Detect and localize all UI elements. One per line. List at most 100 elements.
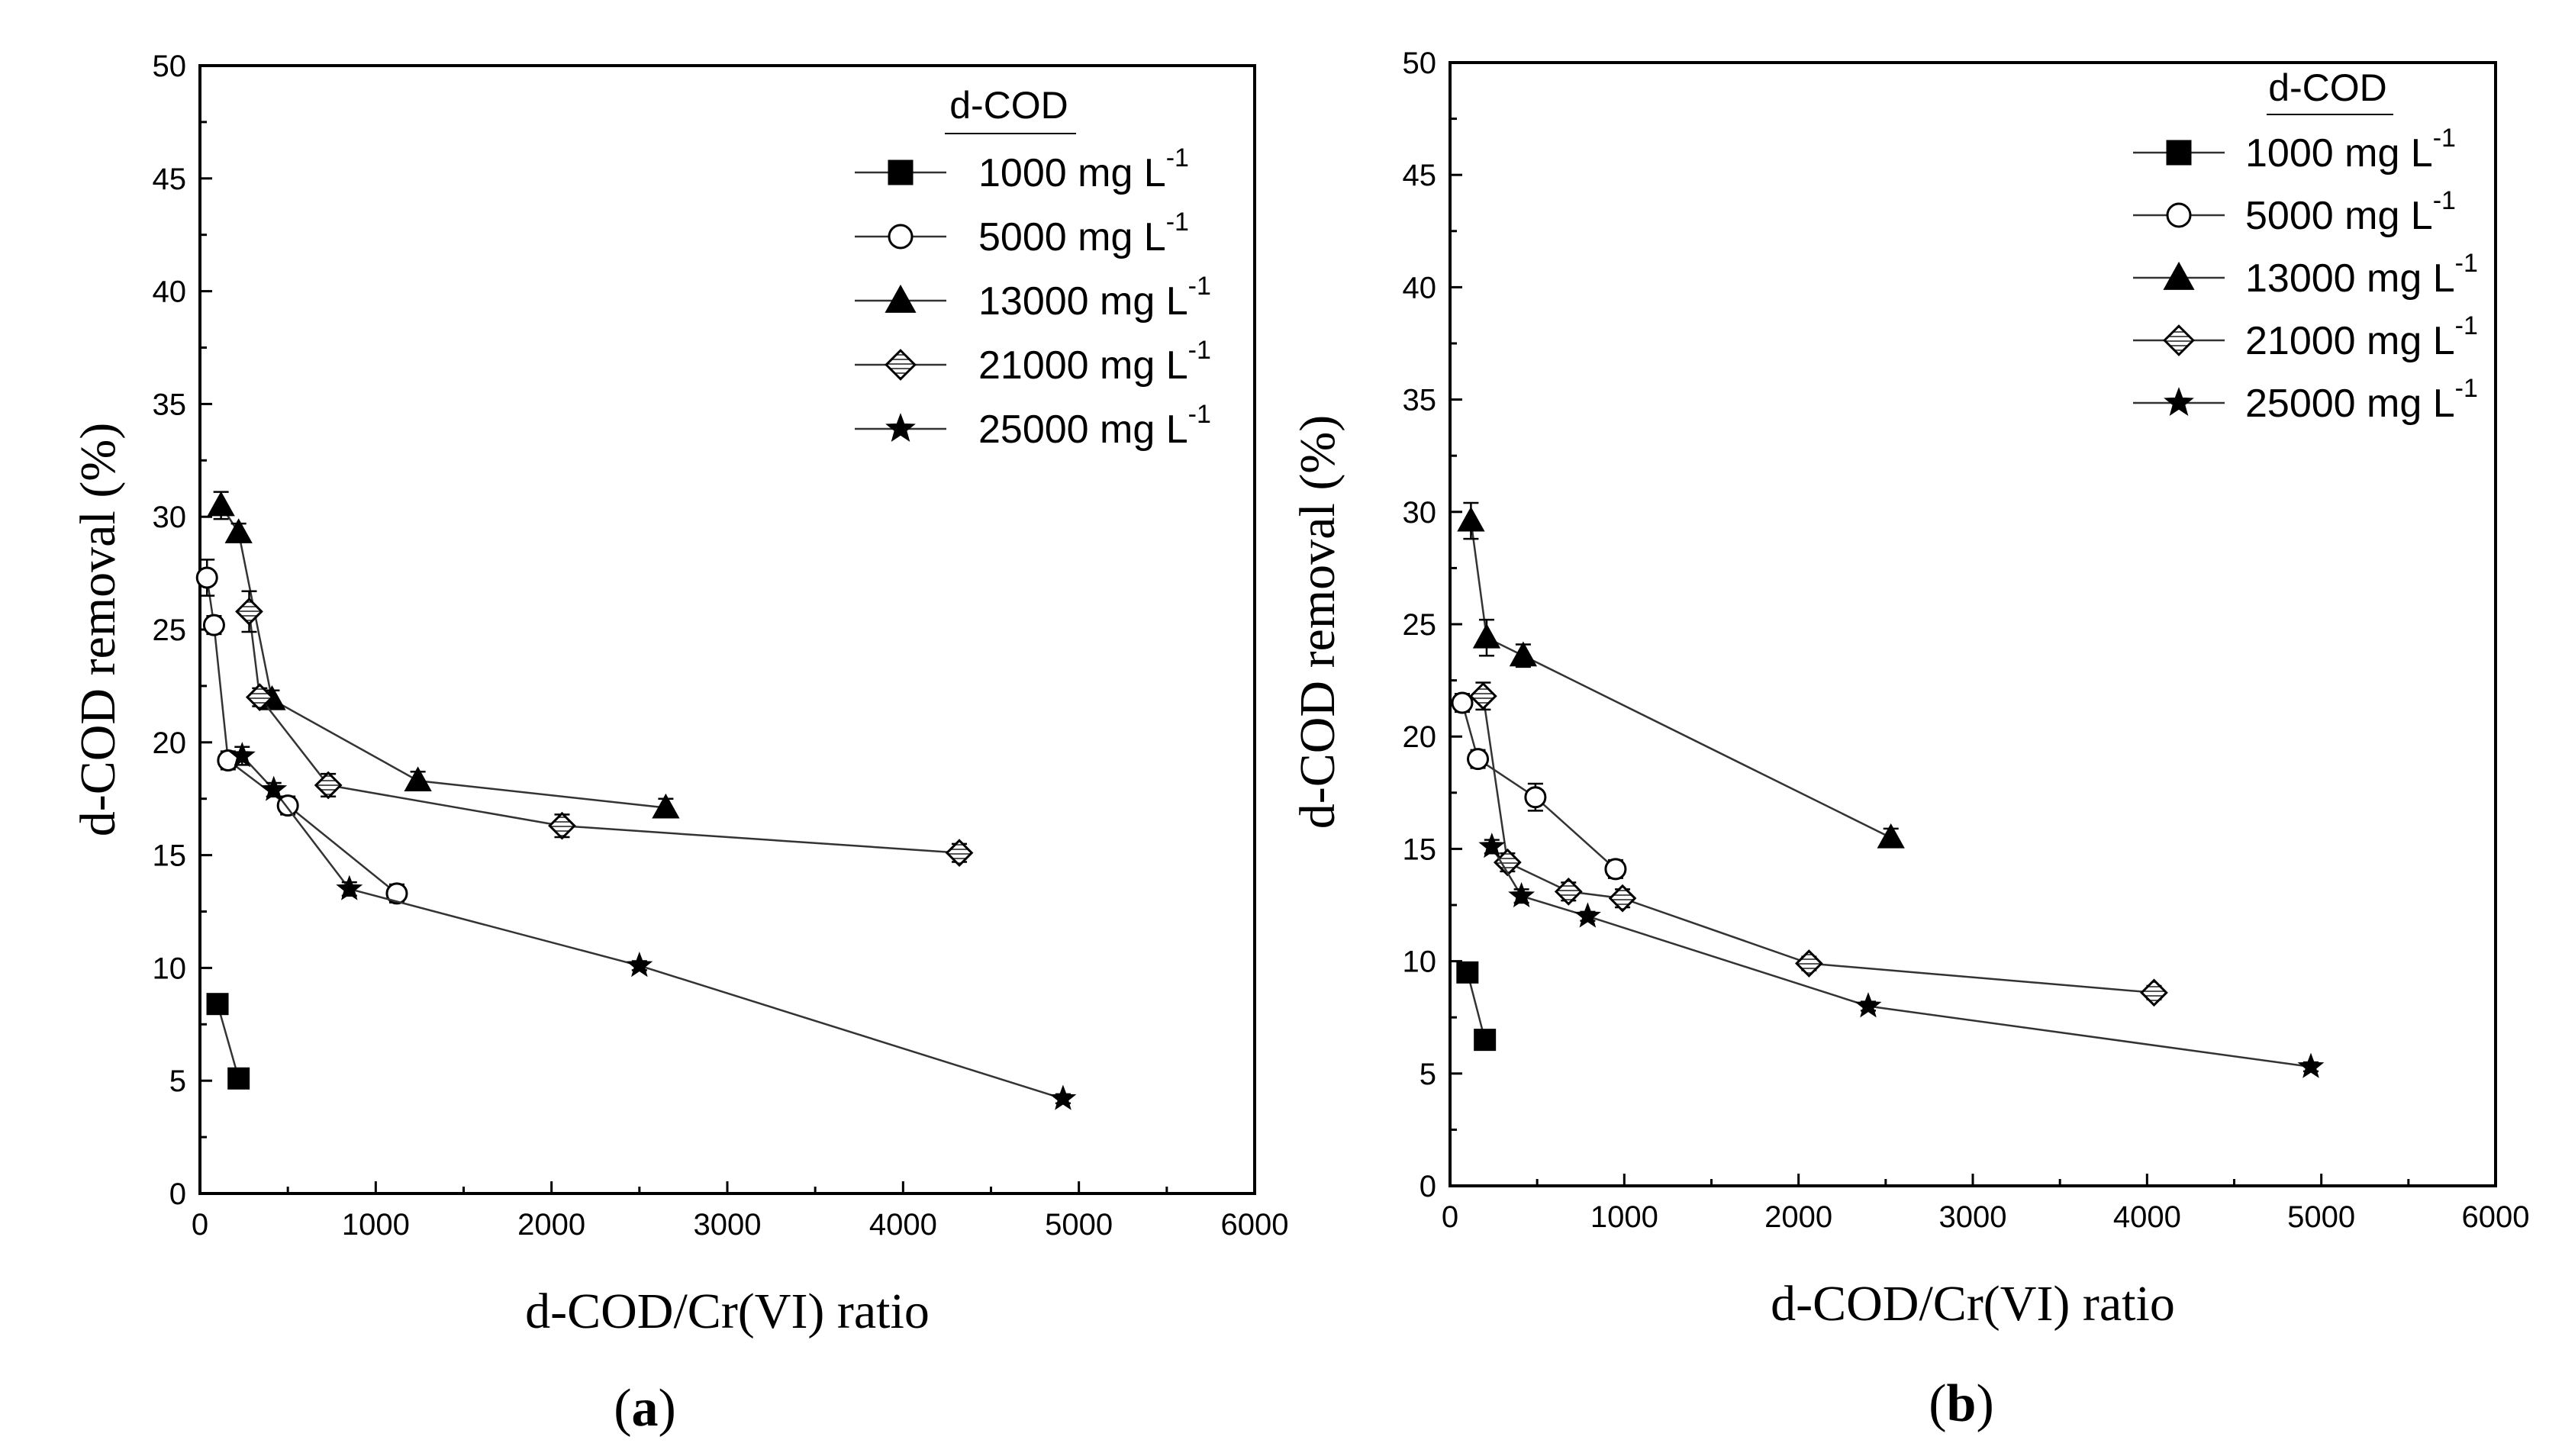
diamond-marker	[2163, 324, 2195, 356]
diamond-marker	[314, 771, 343, 800]
star-marker	[885, 413, 916, 442]
circle-marker	[195, 566, 218, 589]
series-layer	[1451, 501, 2325, 1078]
triangle-marker	[1877, 823, 1905, 849]
x-tick-label: 2000	[1764, 1200, 1832, 1234]
x-tick-label: 2000	[517, 1208, 585, 1242]
diamond-marker	[1794, 949, 1823, 978]
star-marker	[260, 775, 288, 801]
x-tick-label: 1000	[342, 1208, 410, 1242]
legend-entry: 1000 mg L-1	[855, 143, 1189, 195]
y-tick-label: 5	[1420, 1058, 1436, 1091]
series-2	[1451, 691, 1627, 881]
y-tick-label: 35	[153, 388, 187, 421]
legend-title: d-COD	[949, 84, 1068, 127]
y-tick-label: 20	[1403, 720, 1437, 754]
star-marker	[1574, 902, 1601, 928]
y-tick-label: 50	[1403, 47, 1437, 80]
star-marker	[336, 875, 363, 900]
series-4	[235, 590, 974, 868]
square-marker	[1456, 961, 1479, 984]
triangle-marker	[224, 518, 253, 543]
legend-label: 5000 mg L-1	[978, 208, 1189, 259]
y-tick-label: 25	[153, 614, 187, 647]
legend-entry: 1000 mg L-1	[2133, 124, 2456, 176]
diamond-marker	[945, 839, 974, 868]
legend-label: 21000 mg L-1	[2245, 311, 2478, 363]
diamond-marker	[1608, 884, 1637, 913]
star-marker	[1049, 1084, 1077, 1110]
diamond-marker	[2140, 978, 2168, 1007]
y-tick-label: 30	[153, 501, 187, 534]
series-3	[207, 491, 680, 819]
diamond-marker	[245, 683, 274, 712]
panel-letter: b	[1947, 1374, 1977, 1433]
x-axis-title: d-COD/Cr(VI) ratio	[525, 1284, 930, 1339]
legend-label: 13000 mg L-1	[978, 272, 1211, 324]
diamond-marker	[885, 349, 917, 381]
series-1	[206, 993, 250, 1090]
y-tick-label: 50	[153, 50, 187, 83]
series-5	[228, 742, 1077, 1110]
x-axis-title: d-COD/Cr(VI) ratio	[1771, 1276, 2175, 1332]
y-ticks: 0 5 10 15 20 25 30 35 40 45 50	[1403, 47, 1462, 1203]
y-tick-label: 15	[153, 839, 187, 873]
series-3	[1457, 501, 1905, 849]
y-tick-label: 40	[1403, 271, 1437, 304]
square-marker	[227, 1067, 250, 1090]
square-marker	[888, 159, 914, 185]
legend-entry: 13000 mg L-1	[855, 272, 1211, 324]
series-line	[1461, 702, 1616, 870]
circle-marker	[1467, 748, 1490, 771]
legend-label: 13000 mg L-1	[2245, 249, 2478, 301]
triangle-marker	[652, 793, 680, 819]
legend-entry: 21000 mg L-1	[855, 336, 1211, 388]
x-tick-label: 3000	[694, 1208, 762, 1242]
legend-entry: 5000 mg L-1	[855, 208, 1189, 259]
series-line	[216, 1003, 240, 1079]
legend-label: 1000 mg L-1	[2245, 124, 2456, 176]
diamond-marker	[1469, 681, 1497, 710]
chart-panel-b: 0 1000 2000 3000 4000 5000 6000 0 5 10 15 20 25 30 35…	[1290, 47, 2529, 1433]
legend-entry: 25000 mg L-1	[855, 400, 1211, 452]
legend-title: d-COD	[2268, 66, 2387, 109]
star-marker	[626, 952, 653, 978]
circle-marker	[888, 224, 914, 250]
triangle-marker	[885, 284, 917, 313]
panel-label: (b)	[1929, 1374, 1994, 1433]
triangle-marker	[1457, 506, 1485, 532]
legend-label: 5000 mg L-1	[2245, 186, 2456, 238]
square-marker	[206, 993, 229, 1016]
x-tick-label: 5000	[1045, 1208, 1113, 1242]
series-1	[1456, 961, 1497, 1052]
y-tick-label: 40	[153, 275, 187, 309]
series-line	[1466, 971, 1486, 1040]
star-marker	[1478, 833, 1506, 858]
circle-marker	[1524, 786, 1547, 809]
circle-marker	[202, 614, 225, 636]
series-line	[248, 611, 960, 854]
series-line	[220, 504, 666, 809]
y-axis-title: d-COD removal (%)	[1290, 415, 1345, 829]
series-line	[205, 577, 398, 894]
legend-label: 25000 mg L-1	[2245, 374, 2478, 426]
panel-letter: a	[632, 1379, 659, 1438]
circle-marker	[1604, 858, 1627, 881]
x-tick-label: 4000	[869, 1208, 937, 1242]
y-tick-label: 45	[1403, 159, 1437, 192]
x-tick-label: 0	[1442, 1200, 1458, 1234]
y-tick-label: 45	[153, 163, 187, 196]
legend-entry: 13000 mg L-1	[2133, 249, 2478, 301]
x-tick-label: 1000	[1590, 1200, 1658, 1234]
series-layer	[195, 491, 1077, 1110]
star-marker	[1508, 881, 1536, 908]
legend-label: 21000 mg L-1	[978, 336, 1211, 388]
y-tick-label: 35	[1403, 384, 1437, 417]
y-tick-label: 10	[1403, 945, 1437, 979]
y-tick-label: 15	[1403, 833, 1437, 866]
diamond-marker	[548, 811, 576, 840]
x-ticks: 0 1000 2000 3000 4000 5000 6000	[192, 1181, 1288, 1242]
y-tick-label: 30	[1403, 496, 1437, 530]
legend-entry: 5000 mg L-1	[2133, 186, 2456, 238]
